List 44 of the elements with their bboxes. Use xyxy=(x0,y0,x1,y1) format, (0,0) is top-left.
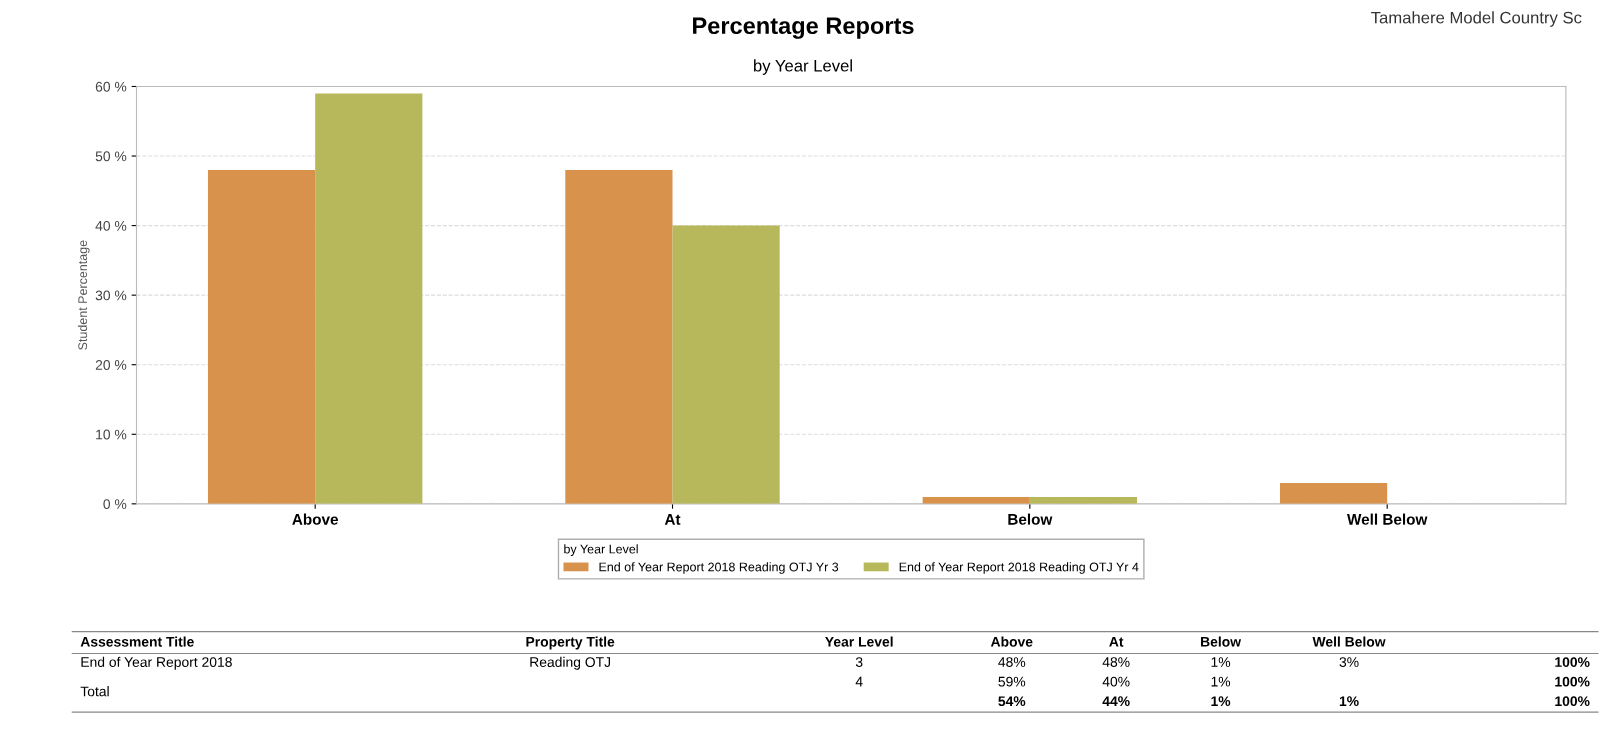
text: Reading OTJ xyxy=(530,656,611,670)
text: Tamahere Model Country Sc xyxy=(1371,11,1582,27)
y-tick-label: 10 % xyxy=(96,429,127,440)
text: 59% xyxy=(998,676,1026,687)
text: 54% xyxy=(998,696,1026,707)
text: 40% xyxy=(1102,676,1130,687)
text: 48% xyxy=(998,657,1026,667)
x-tick-label: Well Below xyxy=(1347,513,1428,525)
text: Year Level xyxy=(825,636,893,647)
chart-subtitle: by Year Level xyxy=(754,59,852,75)
text: 1% xyxy=(1211,657,1231,667)
legend-title: by Year Level xyxy=(564,544,638,556)
text: 100% xyxy=(1555,696,1590,707)
text: 3% xyxy=(1339,657,1359,667)
text: 48% xyxy=(1102,657,1130,667)
text: 4 xyxy=(855,676,863,687)
text: Assessment Title xyxy=(80,636,194,647)
y-axis-title: Student Percentage xyxy=(77,240,90,350)
text: 3 xyxy=(855,657,863,667)
legend-label: End of Year Report 2018 Reading OTJ Yr 3 xyxy=(599,562,839,574)
category-label: Above xyxy=(990,636,1033,647)
text: End of Year Report 2018 xyxy=(81,656,232,670)
legend-label: End of Year Report 2018 Reading OTJ Yr 4 xyxy=(899,562,1139,574)
text: 100% xyxy=(1555,676,1590,687)
text: 1% xyxy=(1339,696,1359,707)
text: 44% xyxy=(1102,696,1130,707)
text: 1% xyxy=(1211,676,1231,687)
category-label: At xyxy=(1109,637,1124,647)
text: 100% xyxy=(1555,657,1590,667)
y-tick-label: 40 % xyxy=(95,220,127,231)
y-tick-label: 20 % xyxy=(95,360,127,370)
x-tick-label: Below xyxy=(1008,513,1053,525)
text: 1% xyxy=(1211,696,1231,707)
y-tick-label: 60 % xyxy=(95,81,127,92)
text: Property Title xyxy=(526,636,615,650)
chart-title: Percentage Reports xyxy=(693,17,914,39)
category-label: Well Below xyxy=(1312,636,1386,647)
y-tick-label: 30 % xyxy=(95,290,127,301)
x-tick-label: At xyxy=(664,514,681,525)
category-label: Below xyxy=(1201,636,1242,647)
x-tick-label: Above xyxy=(292,513,338,525)
y-tick-label: 50 % xyxy=(95,151,127,162)
text: Total xyxy=(80,686,109,697)
y-tick-label: 0 % xyxy=(103,499,127,510)
